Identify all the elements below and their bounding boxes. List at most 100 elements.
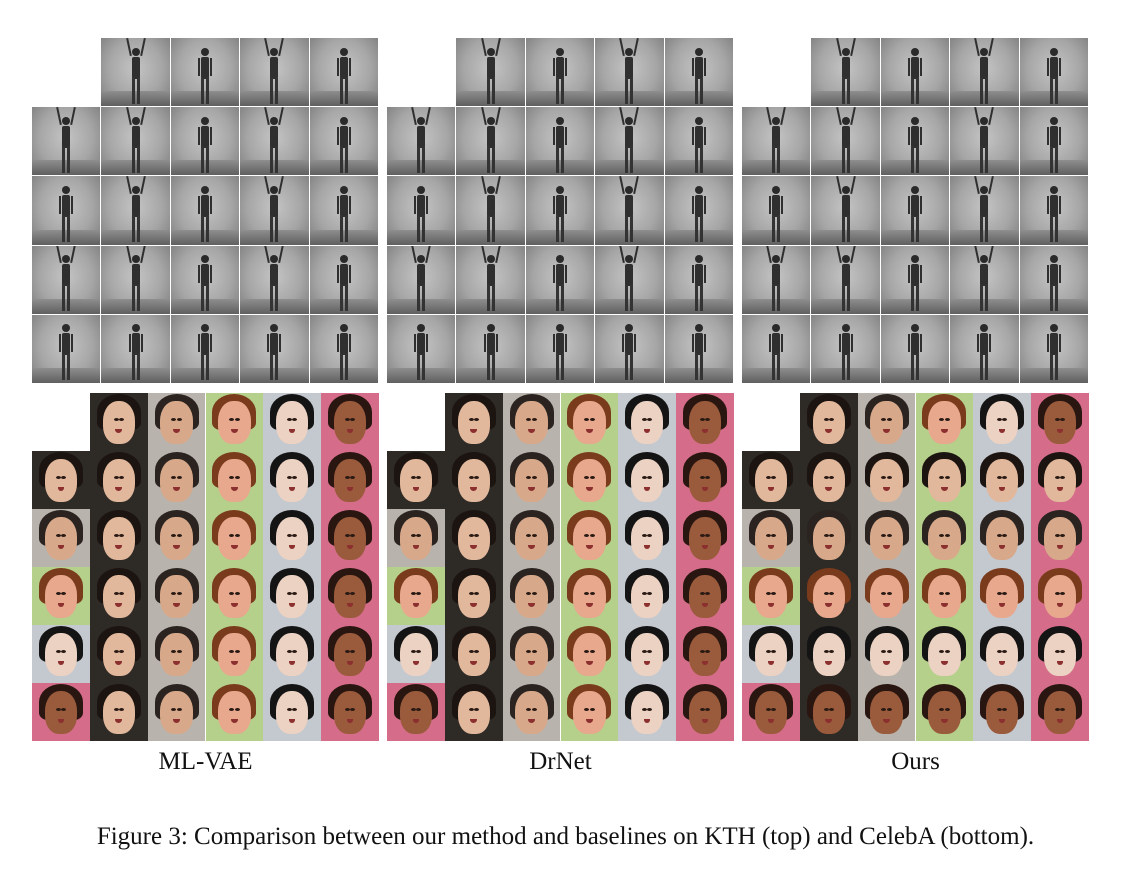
person-figure — [691, 324, 706, 382]
person-figure — [336, 255, 351, 313]
person-figure — [480, 245, 501, 313]
person-figure — [691, 116, 706, 175]
face-sample — [742, 509, 800, 567]
kth-frame — [456, 245, 525, 314]
person-figure — [766, 245, 787, 313]
person-figure — [1046, 255, 1061, 313]
person-figure — [977, 324, 992, 382]
kth-frame — [32, 314, 101, 383]
person-figure — [619, 107, 640, 175]
person-figure — [1046, 324, 1061, 382]
kth-frame — [742, 245, 811, 314]
face-sample — [973, 625, 1032, 683]
face-sample — [560, 451, 619, 509]
person-figure — [264, 107, 285, 175]
person-figure — [552, 47, 567, 106]
person-figure — [197, 255, 212, 313]
person-figure — [835, 38, 856, 106]
kth-frame — [456, 176, 525, 245]
face-sample — [1031, 567, 1089, 625]
kth-frame — [811, 314, 880, 383]
person-figure — [907, 47, 922, 106]
kth-frame — [525, 176, 595, 245]
kth-frame — [595, 38, 664, 107]
face-sample — [618, 683, 677, 741]
person-figure — [907, 324, 922, 382]
person-figure — [264, 245, 285, 313]
kth-frame — [240, 245, 309, 314]
face-sample — [89, 567, 148, 625]
face-sample — [560, 393, 619, 451]
person-figure — [1046, 185, 1061, 244]
face-sample — [444, 393, 503, 451]
face-sample — [147, 451, 206, 509]
kth-frame — [309, 38, 378, 107]
person-figure — [56, 245, 77, 313]
kth-frame — [950, 314, 1019, 383]
face-sample — [205, 451, 264, 509]
kth-frame — [811, 245, 880, 314]
face-sample — [1031, 683, 1089, 741]
kth-frame — [525, 314, 595, 383]
person-figure — [125, 107, 146, 175]
kth-frame — [880, 107, 950, 176]
figure-column-ml-vae — [32, 38, 379, 741]
face-sample — [444, 567, 503, 625]
kth-frame — [664, 176, 733, 245]
kth-frame — [950, 245, 1019, 314]
figure-column-drnet — [387, 38, 734, 741]
kth-frame — [1019, 38, 1088, 107]
person-figure — [480, 176, 501, 244]
figure-caption: Figure 3: Comparison between our method … — [96, 823, 1035, 850]
face-sample — [502, 451, 561, 509]
face-sample — [857, 567, 916, 625]
person-figure — [1046, 116, 1061, 175]
person-figure — [336, 185, 351, 244]
column-label-drnet: DrNet — [529, 748, 592, 775]
face-sample — [444, 625, 503, 683]
face-sample — [205, 567, 264, 625]
face-sample — [502, 509, 561, 567]
face-sample — [444, 683, 503, 741]
face-sample — [915, 567, 974, 625]
face-sample — [32, 625, 90, 683]
face-sample — [89, 451, 148, 509]
face-sample — [973, 683, 1032, 741]
kth-frame — [811, 38, 880, 107]
face-sample — [618, 625, 677, 683]
kth-frame — [811, 176, 880, 245]
kth-frame — [101, 38, 170, 107]
person-figure — [552, 185, 567, 244]
person-figure — [974, 176, 995, 244]
kth-frame — [32, 245, 101, 314]
kth-grid — [742, 38, 1089, 384]
person-figure — [128, 324, 143, 382]
kth-frame — [240, 176, 309, 245]
kth-frame — [240, 38, 309, 107]
person-figure — [691, 255, 706, 313]
person-figure — [56, 107, 77, 175]
face-sample — [263, 509, 322, 567]
face-sample — [915, 393, 974, 451]
person-figure — [480, 107, 501, 175]
kth-frame — [950, 176, 1019, 245]
kth-frame — [742, 107, 811, 176]
face-sample — [502, 625, 561, 683]
celeba-grid — [742, 393, 1089, 741]
person-figure — [835, 107, 856, 175]
face-sample — [147, 567, 206, 625]
face-sample — [1031, 625, 1089, 683]
face-sample — [205, 509, 264, 567]
face-sample — [857, 625, 916, 683]
person-figure — [907, 185, 922, 244]
face-sample — [89, 509, 148, 567]
face-sample — [89, 625, 148, 683]
face-sample — [857, 451, 916, 509]
face-sample — [321, 509, 379, 567]
kth-frame — [1019, 107, 1088, 176]
kth-frame — [387, 176, 456, 245]
face-sample — [321, 393, 379, 451]
person-figure — [907, 116, 922, 175]
face-sample — [502, 683, 561, 741]
face-sample — [32, 509, 90, 567]
